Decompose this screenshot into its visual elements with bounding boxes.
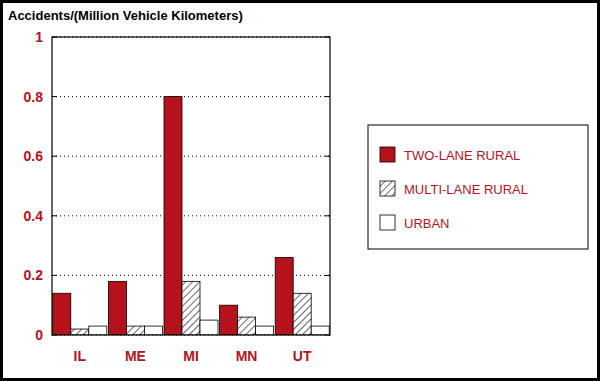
category-label: MN bbox=[236, 348, 258, 364]
bar bbox=[256, 326, 274, 335]
bar bbox=[126, 326, 144, 335]
bar bbox=[53, 293, 71, 335]
category-label: MI bbox=[183, 348, 199, 364]
tick-mark bbox=[325, 215, 330, 216]
plot-frame bbox=[52, 37, 330, 335]
tick-label: 0.8 bbox=[24, 89, 44, 105]
tick-mark bbox=[325, 156, 330, 157]
grid-line bbox=[52, 96, 330, 97]
chart: Accidents/(Million Vehicle Kilometers) 0 0… bbox=[0, 0, 600, 381]
legend-label: URBAN bbox=[404, 216, 450, 231]
tick-label: 0.4 bbox=[24, 208, 44, 224]
bar bbox=[200, 320, 218, 335]
outer-frame bbox=[2, 2, 599, 380]
bar bbox=[164, 97, 182, 335]
tick-label: 0.2 bbox=[24, 267, 44, 283]
legend-swatch bbox=[380, 147, 395, 162]
legend-box bbox=[368, 125, 588, 249]
grid-line bbox=[52, 215, 330, 216]
legend-label: MULTI-LANE RURAL bbox=[404, 182, 528, 197]
tick-mark bbox=[52, 156, 57, 157]
tick-mark bbox=[52, 215, 57, 216]
tick-mark bbox=[52, 96, 57, 97]
tick-label: 0 bbox=[35, 327, 43, 343]
bar bbox=[275, 258, 293, 335]
bar bbox=[238, 317, 256, 335]
bar bbox=[71, 329, 89, 335]
bar bbox=[293, 293, 311, 335]
category-label: ME bbox=[125, 348, 146, 364]
bar bbox=[311, 326, 329, 335]
bar bbox=[220, 305, 238, 335]
legend-label: TWO-LANE RURAL bbox=[404, 148, 520, 163]
tick-mark bbox=[52, 275, 57, 276]
tick-mark bbox=[325, 96, 330, 97]
bar bbox=[144, 326, 162, 335]
tick-label: 0.6 bbox=[24, 148, 44, 164]
tick-label: 1 bbox=[35, 29, 43, 45]
legend: TWO-LANE RURAL MULTI-LANE RURAL URBAN bbox=[368, 125, 588, 249]
title: Accidents/(Million Vehicle Kilometers) bbox=[8, 8, 243, 23]
bar bbox=[89, 326, 107, 335]
grid-line bbox=[52, 156, 330, 157]
bars bbox=[53, 97, 329, 335]
tick-mark bbox=[325, 275, 330, 276]
category-label: IL bbox=[74, 348, 87, 364]
bar bbox=[182, 281, 200, 335]
legend-swatch bbox=[380, 181, 395, 196]
bar bbox=[108, 281, 126, 335]
legend-swatch bbox=[380, 215, 395, 230]
category-label: UT bbox=[293, 348, 312, 364]
